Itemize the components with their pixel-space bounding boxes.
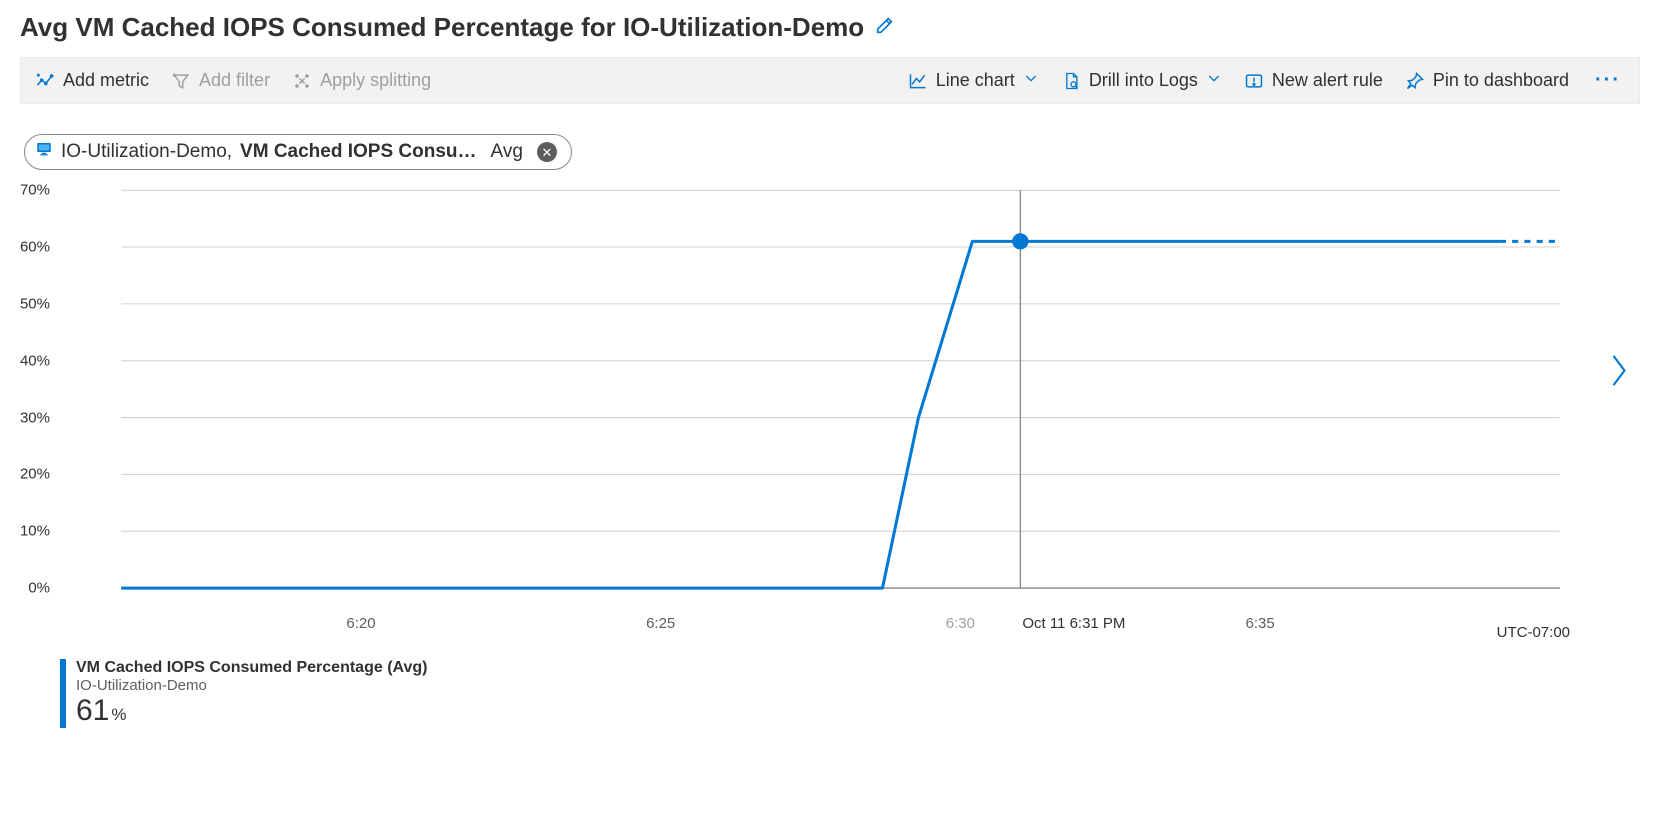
y-tick-label: 20% <box>20 466 50 483</box>
new-alert-button[interactable]: New alert rule <box>1242 66 1385 95</box>
hover-timestamp: Oct 11 6:31 PM <box>1022 615 1125 632</box>
add-filter-label: Add filter <box>199 70 270 91</box>
legend-metric-name: VM Cached IOPS Consumed Percentage (Avg) <box>76 659 427 677</box>
legend: VM Cached IOPS Consumed Percentage (Avg)… <box>60 659 1640 728</box>
drill-logs-dropdown[interactable]: Drill into Logs <box>1059 66 1224 95</box>
more-menu-button[interactable]: ··· <box>1589 69 1627 92</box>
chevron-down-icon <box>1206 70 1222 91</box>
chart-type-label: Line chart <box>936 70 1015 91</box>
edit-title-icon[interactable] <box>874 14 896 41</box>
legend-resource-name: IO-Utilization-Demo <box>76 677 427 694</box>
legend-color-bar <box>60 659 66 728</box>
x-tick-label: 6:35 <box>1245 615 1274 632</box>
chevron-down-icon <box>1023 70 1039 91</box>
new-alert-label: New alert rule <box>1272 70 1383 91</box>
line-chart-icon <box>908 71 928 91</box>
legend-value: 61% <box>76 694 427 728</box>
pin-dashboard-label: Pin to dashboard <box>1433 70 1569 91</box>
next-time-range-button[interactable] <box>1608 352 1630 395</box>
filter-icon <box>171 71 191 91</box>
chart-area[interactable]: 0%10%20%30%40%50%60%70% 6:206:256:306:35… <box>60 180 1570 641</box>
add-metric-label: Add metric <box>63 70 149 91</box>
toolbar: Add metric Add filter Apply splitting <box>20 57 1640 104</box>
x-tick-label: 6:20 <box>346 615 375 632</box>
alert-icon <box>1244 71 1264 91</box>
pill-metric: VM Cached IOPS Consu… <box>240 141 476 163</box>
pill-close-icon[interactable]: ✕ <box>537 142 557 162</box>
apply-splitting-button[interactable]: Apply splitting <box>290 66 433 95</box>
x-tick-label: 6:25 <box>646 615 675 632</box>
add-metric-button[interactable]: Add metric <box>33 66 151 95</box>
logs-icon <box>1061 71 1081 91</box>
page-title: Avg VM Cached IOPS Consumed Percentage f… <box>20 12 864 43</box>
chart-type-dropdown[interactable]: Line chart <box>906 66 1041 95</box>
pin-dashboard-button[interactable]: Pin to dashboard <box>1403 66 1571 95</box>
y-tick-label: 70% <box>20 182 50 199</box>
x-tick-label: 6:30 <box>946 615 975 632</box>
add-filter-button[interactable]: Add filter <box>169 66 272 95</box>
y-tick-label: 60% <box>20 239 50 256</box>
timezone-label: UTC-07:00 <box>1497 624 1570 641</box>
pill-resource: IO-Utilization-Demo, <box>61 141 232 163</box>
splitting-icon <box>292 71 312 91</box>
y-tick-label: 10% <box>20 523 50 540</box>
y-tick-label: 40% <box>20 352 50 369</box>
pin-icon <box>1405 71 1425 91</box>
drill-logs-label: Drill into Logs <box>1089 70 1198 91</box>
y-tick-label: 30% <box>20 409 50 426</box>
pill-aggregation: Avg <box>491 141 523 163</box>
apply-splitting-label: Apply splitting <box>320 70 431 91</box>
add-metric-icon <box>35 71 55 91</box>
y-tick-label: 50% <box>20 295 50 312</box>
y-tick-label: 0% <box>28 580 50 597</box>
metric-pill[interactable]: IO-Utilization-Demo, VM Cached IOPS Cons… <box>24 134 572 170</box>
vm-icon <box>35 140 53 164</box>
